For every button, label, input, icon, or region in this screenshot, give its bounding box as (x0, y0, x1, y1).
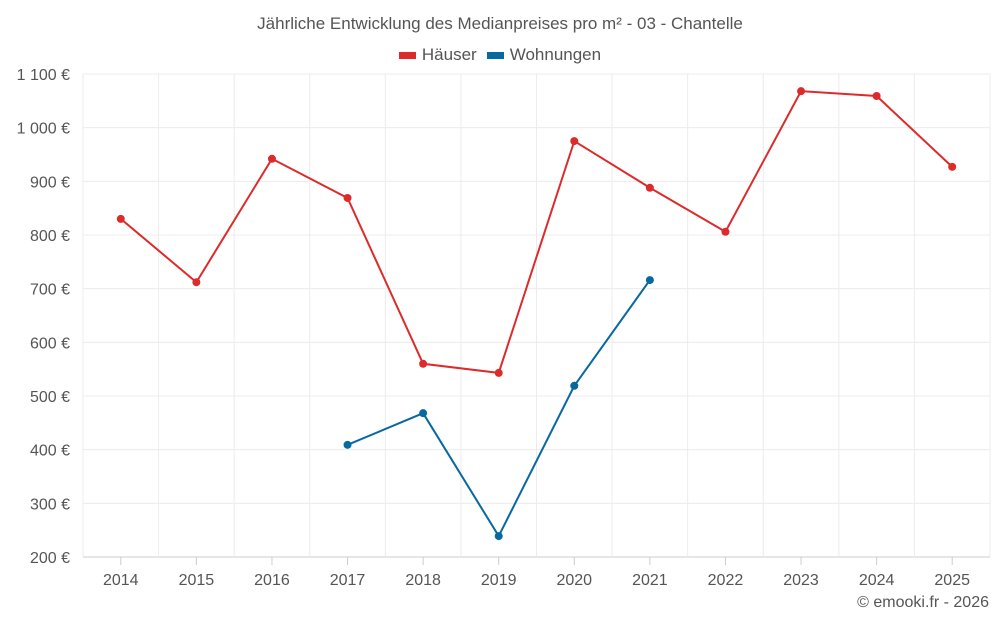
y-tick-label: 800 € (30, 228, 70, 245)
credit: © emooki.fr - 2026 (857, 594, 989, 611)
legend-label: Wohnungen (509, 45, 602, 64)
series-line-Wohnungen (347, 279, 651, 539)
y-tick-label: 700 € (30, 282, 70, 299)
x-tick-label: 2016 (254, 572, 290, 589)
data-point (494, 368, 503, 377)
data-point (343, 193, 352, 202)
x-tick-label: 2014 (103, 572, 139, 589)
legend-swatch (486, 51, 504, 59)
x-tick-label: 2015 (179, 572, 215, 589)
y-tick-label: 300 € (30, 496, 70, 513)
legend: Häuser Wohnungen (0, 45, 1000, 65)
x-tick-label: 2019 (481, 572, 517, 589)
data-point (343, 440, 352, 449)
data-point (645, 183, 654, 192)
data-point (797, 87, 806, 96)
x-tick-label: 2022 (708, 572, 744, 589)
chart-title: Jährliche Entwicklung des Medianpreises … (257, 14, 743, 33)
y-tick-label: 400 € (30, 443, 70, 460)
y-tick-label: 1 000 € (17, 121, 70, 138)
legend-label: Häuser (421, 45, 477, 64)
data-point (721, 227, 730, 236)
legend-item-wohnungen[interactable]: Wohnungen (486, 45, 602, 65)
x-tick-label: 2018 (405, 572, 441, 589)
x-tick-label: 2025 (934, 572, 970, 589)
data-point (570, 381, 579, 390)
data-point (494, 532, 503, 541)
y-tick-label: 500 € (30, 389, 70, 406)
data-point (419, 409, 428, 418)
series-line-Häuser (120, 90, 953, 375)
x-tick-label: 2023 (783, 572, 819, 589)
data-point (948, 162, 957, 171)
y-tick-label: 600 € (30, 335, 70, 352)
x-tick-label: 2024 (859, 572, 895, 589)
x-tick-label: 2017 (330, 572, 366, 589)
data-point (267, 154, 276, 163)
y-tick-label: 200 € (30, 550, 70, 567)
data-point (872, 92, 881, 101)
x-tick-label: 2021 (632, 572, 668, 589)
data-point (419, 359, 428, 368)
y-tick-label: 900 € (30, 174, 70, 191)
data-point (645, 276, 654, 285)
data-point (192, 278, 201, 287)
legend-swatch (398, 51, 416, 59)
legend-item-haeuser[interactable]: Häuser (398, 45, 477, 65)
data-point (570, 137, 579, 146)
data-point (116, 214, 125, 223)
x-tick-label: 2020 (556, 572, 592, 589)
y-tick-label: 1 100 € (17, 67, 70, 84)
